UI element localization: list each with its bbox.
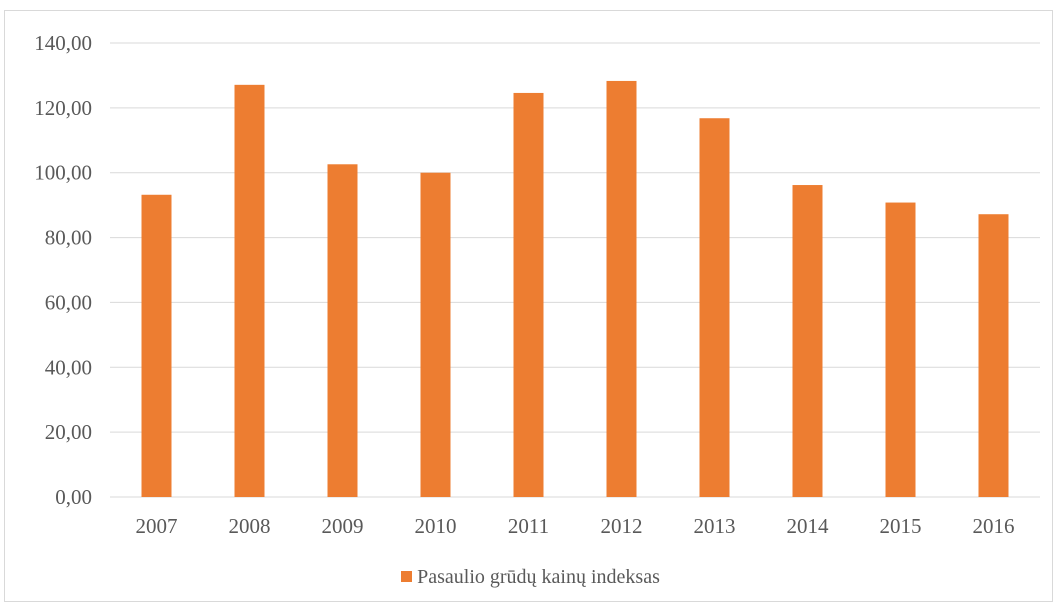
x-tick-label: 2014	[787, 514, 830, 538]
bar-2011	[513, 92, 544, 497]
gridlines	[110, 42, 1040, 498]
x-tick-label: 2008	[229, 514, 271, 538]
y-tick-label: 20,00	[45, 420, 92, 444]
legend-label: Pasaulio grūdų kainų indeksas	[417, 566, 660, 588]
y-tick-label: 120,00	[34, 96, 92, 120]
bar-2009	[327, 164, 358, 498]
x-axis-ticks: 2007 2008 2009 2010 2011 2012 2013 2014 2015 2016	[136, 514, 1015, 538]
x-tick-label: 2012	[601, 514, 643, 538]
bars	[141, 80, 1009, 498]
bar-2010	[420, 172, 451, 497]
bar-2013	[699, 118, 730, 497]
y-tick-label: 60,00	[45, 290, 92, 314]
y-tick-label: 100,00	[34, 161, 92, 185]
bar-2014	[792, 185, 823, 497]
x-tick-label: 2016	[973, 514, 1015, 538]
x-tick-label: 2010	[415, 514, 457, 538]
bar-2012	[606, 80, 637, 497]
y-tick-label: 80,00	[45, 226, 92, 250]
y-tick-label: 40,00	[45, 355, 92, 379]
bar-2015	[885, 202, 916, 497]
legend-swatch	[401, 571, 413, 582]
bar-2016	[978, 214, 1009, 498]
x-tick-label: 2009	[322, 514, 364, 538]
x-tick-label: 2015	[880, 514, 922, 538]
y-axis-ticks: 0,00 20,00 40,00 60,00 80,00 100,00 120,00 140,…	[34, 31, 92, 509]
bar-2008	[234, 84, 265, 497]
x-tick-label: 2013	[694, 514, 736, 538]
legend: Pasaulio grūdų kainų indeksas	[0, 566, 1061, 589]
bar-2007	[141, 194, 172, 497]
y-tick-label: 140,00	[34, 31, 92, 55]
y-tick-label: 0,00	[55, 485, 92, 509]
x-tick-label: 2007	[136, 514, 178, 538]
x-tick-label: 2011	[508, 514, 549, 538]
